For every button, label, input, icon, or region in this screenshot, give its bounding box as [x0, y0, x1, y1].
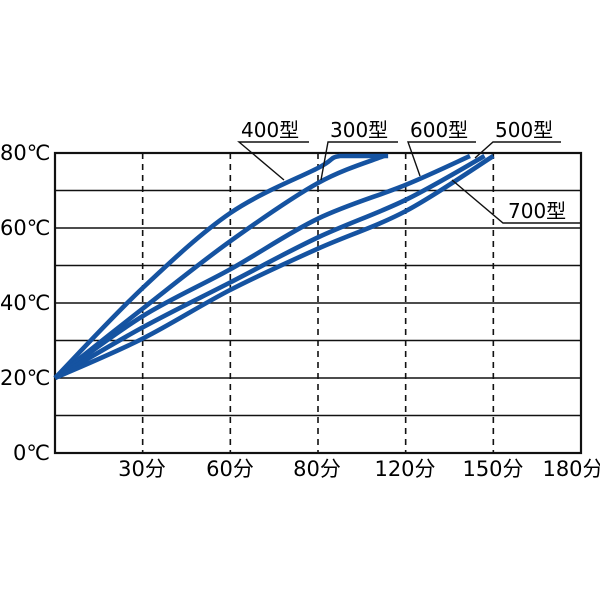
series-label-600: 600型 — [410, 118, 469, 142]
series-label-500: 500型 — [495, 118, 554, 142]
curve-400型 — [53, 153, 389, 380]
series-label-400: 400型 — [241, 118, 300, 142]
y-axis-tick-label: 0℃ — [13, 441, 50, 465]
callout-line-500 — [474, 141, 561, 159]
series-label-700: 700型 — [508, 199, 567, 223]
y-axis-tick-label: 40℃ — [0, 291, 51, 315]
grid-layer — [53, 151, 583, 455]
series-label-300: 300型 — [330, 118, 389, 142]
callout-line-300 — [320, 141, 398, 181]
y-axis-tick-label: 60℃ — [0, 216, 51, 240]
x-axis-tick-label: 150分 — [462, 457, 524, 481]
curve-300型 — [53, 153, 385, 380]
x-axis-tick-label: 30分 — [118, 457, 166, 481]
callout-line-700 — [451, 179, 580, 224]
x-axis-tick-label: 120分 — [374, 457, 436, 481]
x-axis-tick-label: 60分 — [206, 457, 254, 481]
callout-line-600 — [407, 141, 476, 177]
curve-500型 — [53, 153, 486, 380]
y-axis-tick-label: 20℃ — [0, 366, 51, 390]
x-axis-tick-label: 180分 — [542, 457, 600, 481]
curve-600型 — [53, 153, 471, 380]
x-axis-tick-label: 80分 — [293, 457, 341, 481]
curve-700型 — [54, 154, 495, 381]
callout-line-400 — [237, 141, 309, 181]
y-axis-tick-label: 80℃ — [0, 141, 51, 165]
temperature-curves — [53, 153, 495, 381]
callout-leader-lines — [237, 141, 580, 224]
